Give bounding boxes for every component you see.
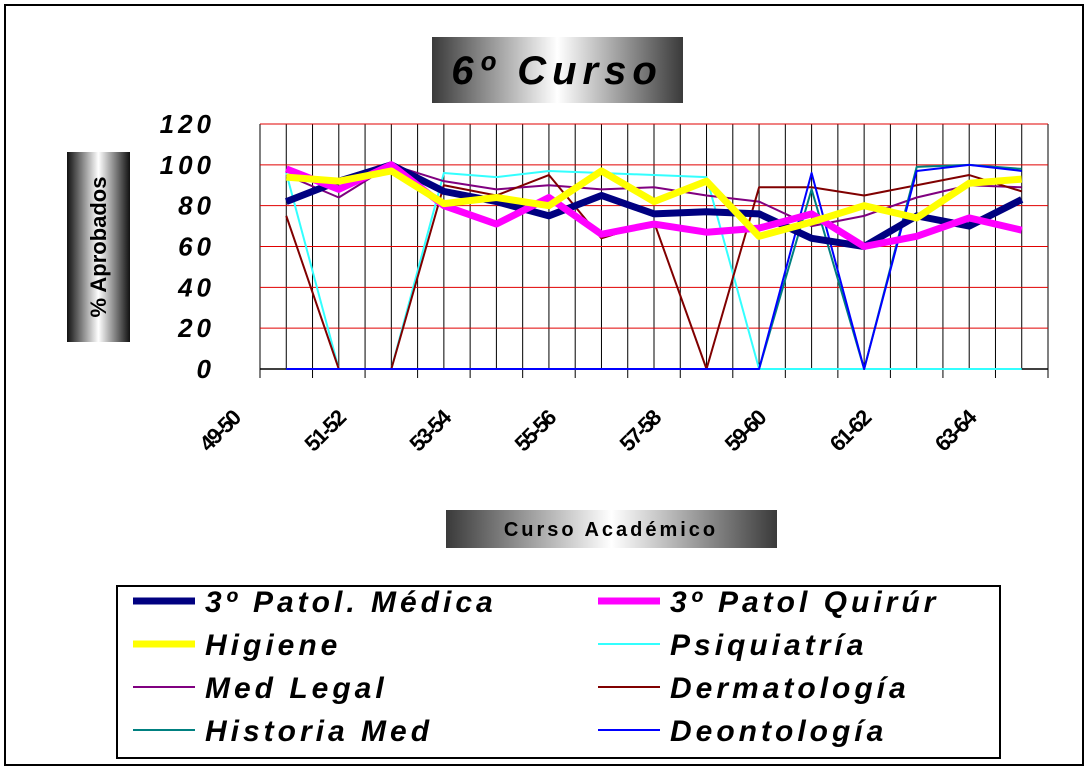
legend-label: Dermatología — [670, 672, 910, 705]
y-tick-label: 100 — [160, 150, 215, 180]
y-tick-label: 0 — [197, 354, 215, 384]
legend-label: 3º Patol Quirúr — [670, 586, 939, 619]
legend-box — [116, 585, 1001, 759]
series-line — [285, 169, 1022, 370]
legend-label: Med Legal — [205, 672, 388, 705]
y-tick-label: 120 — [160, 109, 215, 139]
y-tick-label: 80 — [178, 191, 215, 221]
legend-label: 3º Patol. Médica — [205, 586, 497, 619]
chart-title: 6º Curso — [451, 49, 663, 93]
y-label-box — [67, 152, 130, 342]
y-tick-label: 20 — [177, 313, 215, 343]
y-tick-label: 40 — [177, 272, 215, 302]
legend-label: Psiquiatría — [670, 629, 867, 662]
title-box — [432, 37, 683, 103]
x-axis-label: Curso Académico — [504, 519, 718, 541]
series-line — [285, 167, 1023, 240]
legend-label: Historia Med — [205, 715, 433, 748]
y-axis-label: % Aprobados — [86, 177, 111, 318]
y-tick-label: 60 — [178, 232, 215, 262]
legend-label: Deontología — [670, 715, 887, 748]
legend-label: Higiene — [205, 629, 341, 662]
x-label-box — [446, 510, 777, 548]
series-line — [284, 161, 1024, 250]
